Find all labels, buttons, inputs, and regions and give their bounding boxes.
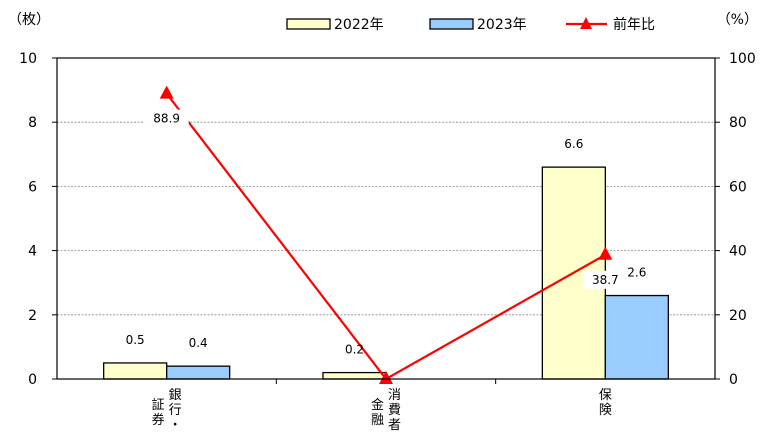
category-label-char: 融 bbox=[371, 413, 384, 428]
category-label-char: 険 bbox=[599, 403, 612, 418]
line-label-background bbox=[583, 270, 628, 289]
line-path bbox=[165, 92, 606, 381]
category-label-char: 銀 bbox=[169, 388, 182, 403]
right-axis-tick-label: 0 bbox=[729, 372, 738, 388]
legend-swatch-2022 bbox=[286, 18, 331, 30]
legend-label-2022: 2022年 bbox=[334, 17, 384, 33]
right-axis-tick-label: 60 bbox=[729, 179, 747, 195]
category-label-char: 費 bbox=[388, 403, 401, 418]
left-axis-tick-label: 4 bbox=[28, 244, 37, 260]
left-axis-tick-label: 0 bbox=[28, 372, 37, 388]
bar bbox=[166, 365, 231, 380]
legend-label-ratio: 前年比 bbox=[613, 16, 655, 33]
bar bbox=[103, 362, 168, 380]
left-axis-unit: （枚） bbox=[8, 12, 50, 28]
right-axis-tick-label: 80 bbox=[729, 115, 747, 131]
legend-swatch-2023 bbox=[429, 18, 474, 30]
bar-value-label: 0.5 bbox=[126, 333, 145, 347]
bar-value-label: 2.6 bbox=[627, 266, 646, 280]
line-marker bbox=[379, 371, 393, 384]
bar-value-label: 6.6 bbox=[564, 137, 583, 151]
category-label-char: ・ bbox=[169, 418, 182, 433]
bar bbox=[322, 371, 387, 380]
bar-value-label: 0.4 bbox=[189, 336, 208, 350]
legend-marker-ratio bbox=[580, 17, 592, 29]
line-marker bbox=[159, 85, 174, 99]
line-value-label: 38.7 bbox=[592, 273, 619, 287]
line-label-background bbox=[144, 109, 189, 128]
bar bbox=[604, 294, 669, 380]
category-label-char: 行 bbox=[169, 403, 182, 418]
category-label-char: 消 bbox=[388, 388, 401, 403]
left-axis-tick-label: 8 bbox=[28, 115, 37, 131]
right-axis-unit: （%） bbox=[717, 12, 758, 28]
legend: 2022年 2023年 前年比 bbox=[286, 16, 655, 33]
right-axis-tick-label: 100 bbox=[729, 51, 756, 67]
category-label-char: 保 bbox=[599, 388, 612, 403]
line-marker bbox=[598, 246, 613, 260]
left-axis-tick-label: 6 bbox=[28, 179, 37, 195]
category-label-char: 証 bbox=[152, 398, 165, 413]
category-label-char: 券 bbox=[152, 412, 165, 428]
category-label-char: 金 bbox=[371, 397, 384, 413]
left-axis-tick-label: 2 bbox=[28, 308, 37, 324]
plot-frame bbox=[56, 57, 716, 380]
legend-label-2023: 2023年 bbox=[477, 17, 527, 33]
bar-value-label: 0.2 bbox=[345, 343, 364, 357]
category-label-char: 者 bbox=[388, 418, 401, 433]
right-axis-tick-label: 40 bbox=[729, 244, 747, 260]
data-labels: 0.5 0.2 6.6 0.4 2.6 88.9 38.7 bbox=[126, 109, 646, 357]
line-value-label: 88.9 bbox=[153, 112, 180, 126]
right-axis-tick-label: 20 bbox=[729, 308, 747, 324]
left-axis-tick-label: 10 bbox=[19, 51, 37, 67]
